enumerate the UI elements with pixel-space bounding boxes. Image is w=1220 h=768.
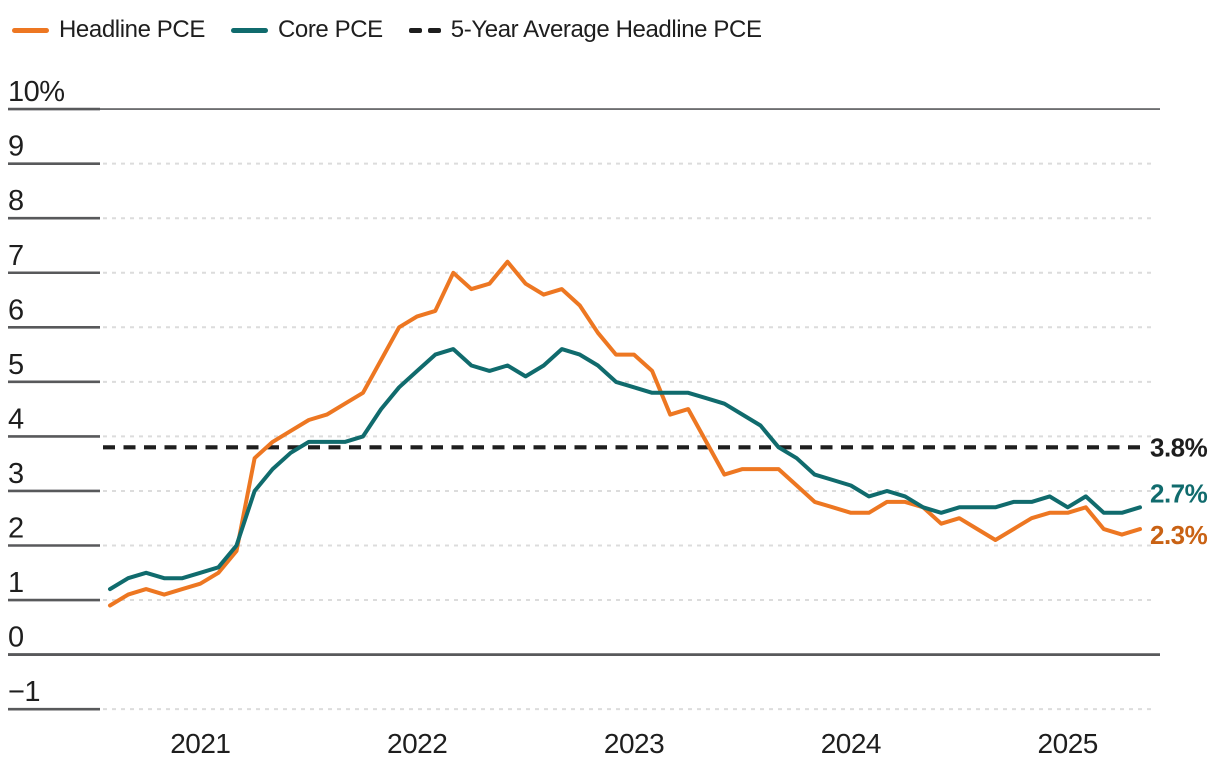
y-axis-tick-label: 6 (8, 294, 24, 326)
end-value-labels: 3.8% 2.7% 2.3% (1150, 432, 1208, 550)
x-axis-tick-label: 2025 (1038, 728, 1098, 759)
headline-pce-line-swatch-icon (12, 27, 49, 33)
legend-label-headline-pce: Headline PCE (59, 16, 205, 43)
end-value-label: 3.8% (1150, 432, 1208, 462)
legend-item-headline-pce: Headline PCE (12, 16, 205, 44)
legend-item-core-pce: Core PCE (230, 16, 383, 44)
y-axis-tick-label: 4 (8, 403, 24, 435)
y-axis-tick-label: 9 (8, 131, 24, 163)
x-axis-tick-label: 2021 (170, 728, 230, 759)
y-axis-tick-label: −1 (8, 676, 40, 708)
x-axis-tick-label: 2022 (387, 728, 447, 759)
core-pce-line-swatch-icon (230, 27, 268, 33)
y-axis-tick-label: 8 (8, 185, 24, 217)
headline-pce-line (108, 259, 1142, 608)
five-year-average-dash-swatch-icon (408, 27, 441, 33)
end-value-label: 2.3% (1150, 520, 1208, 550)
legend: Headline PCE Core PCE 5-Year Average Hea… (12, 16, 762, 44)
y-axis-tick-label: 0 (8, 622, 24, 654)
y-axis-tick-label: 3 (8, 458, 24, 490)
y-axis-tick-label: 7 (8, 240, 24, 272)
x-axis-tick-label: 2023 (604, 728, 664, 759)
legend-label-5yr-average: 5-Year Average Headline PCE (450, 16, 762, 43)
core-pce-line (108, 347, 1142, 592)
data-series-lines (108, 259, 1142, 608)
y-axis-tick-label: 1 (8, 567, 24, 599)
y-axis-tick-label: 10% (8, 76, 65, 108)
end-value-label: 2.7% (1150, 478, 1208, 508)
legend-item-5yr-average: 5-Year Average Headline PCE (408, 16, 762, 44)
y-axis-tick-label: 2 (8, 513, 24, 545)
x-axis-labels: 2021 2022 2023 2024 2025 (170, 728, 1098, 759)
gridlines (8, 107, 1160, 711)
y-axis-tick-label: 5 (8, 349, 24, 381)
x-axis-tick-label: 2024 (821, 728, 881, 759)
y-axis-labels: 10% 9 8 7 6 5 4 3 2 1 0 −1 (8, 76, 65, 708)
legend-label-core-pce: Core PCE (277, 16, 383, 43)
